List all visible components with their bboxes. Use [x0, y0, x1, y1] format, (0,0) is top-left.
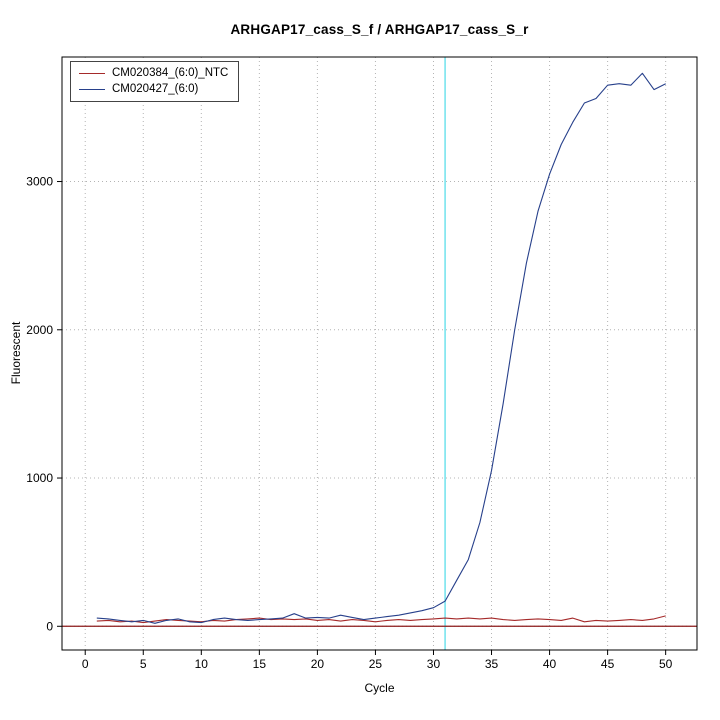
x-tick-label: 40 [543, 657, 557, 671]
plot-border [61, 56, 698, 651]
legend: CM020384_(6:0)_NTC CM020427_(6:0) [70, 61, 240, 102]
x-tick-label: 25 [369, 657, 383, 671]
x-tick-label: 30 [427, 657, 441, 671]
series-line-1 [96, 72, 666, 624]
x-tick-label: 5 [140, 657, 147, 671]
x-tick-label: 20 [311, 657, 325, 671]
y-tick-label: 0 [46, 619, 53, 633]
legend-label: CM020384_(6:0)_NTC [112, 67, 229, 79]
legend-item-0: CM020384_(6:0)_NTC [79, 65, 228, 81]
legend-label: CM020427_(6:0) [112, 83, 199, 95]
x-tick-label: 50 [659, 657, 673, 671]
legend-item-1: CM020427_(6:0) [79, 81, 228, 97]
legend-line-swatch [79, 72, 105, 74]
y-tick-label: 1000 [26, 471, 53, 485]
x-axis-title: Cycle [364, 681, 395, 695]
y-tick-label: 2000 [26, 323, 53, 337]
y-tick-label: 3000 [26, 175, 53, 189]
y-axis-title: Fluorescent [9, 321, 23, 385]
legend-line-swatch [79, 88, 105, 90]
x-tick-label: 15 [253, 657, 267, 671]
series-line-0 [96, 615, 666, 624]
x-tick-label: 10 [195, 657, 209, 671]
x-tick-label: 35 [485, 657, 499, 671]
x-tick-label: 45 [601, 657, 615, 671]
chart-title: ARHGAP17_cass_S_f / ARHGAP17_cass_S_r [230, 22, 529, 37]
x-tick-label: 0 [82, 657, 89, 671]
